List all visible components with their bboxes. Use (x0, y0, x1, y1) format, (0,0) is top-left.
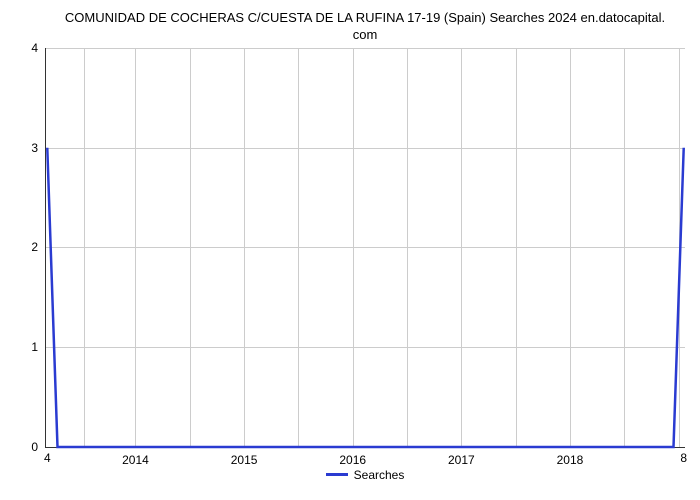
chart-title-line1: COMUNIDAD DE COCHERAS C/CUESTA DE LA RUF… (65, 10, 665, 25)
x-tick-label: 2016 (339, 447, 366, 467)
chart-title-line2: com (353, 27, 378, 42)
legend-swatch (326, 473, 348, 476)
plot-area: 01234 20142015201620172018 4 8 (45, 48, 685, 448)
x-tick-label: 2015 (231, 447, 258, 467)
y-tick-label: 4 (31, 41, 46, 55)
corner-label-right: 8 (680, 447, 687, 465)
series-polyline (47, 148, 683, 447)
chart-legend: Searches (45, 468, 685, 482)
chart-container: COMUNIDAD DE COCHERAS C/CUESTA DE LA RUF… (0, 0, 700, 500)
plot-wrapper: 01234 20142015201620172018 4 8 (45, 48, 685, 448)
corner-label-left: 4 (44, 447, 51, 465)
chart-title: COMUNIDAD DE COCHERAS C/CUESTA DE LA RUF… (45, 10, 685, 44)
y-tick-label: 3 (31, 141, 46, 155)
y-tick-label: 2 (31, 240, 46, 254)
y-tick-label: 1 (31, 340, 46, 354)
x-tick-label: 2018 (557, 447, 584, 467)
line-series (46, 48, 685, 447)
x-tick-label: 2014 (122, 447, 149, 467)
legend-label: Searches (354, 468, 405, 482)
x-tick-label: 2017 (448, 447, 475, 467)
